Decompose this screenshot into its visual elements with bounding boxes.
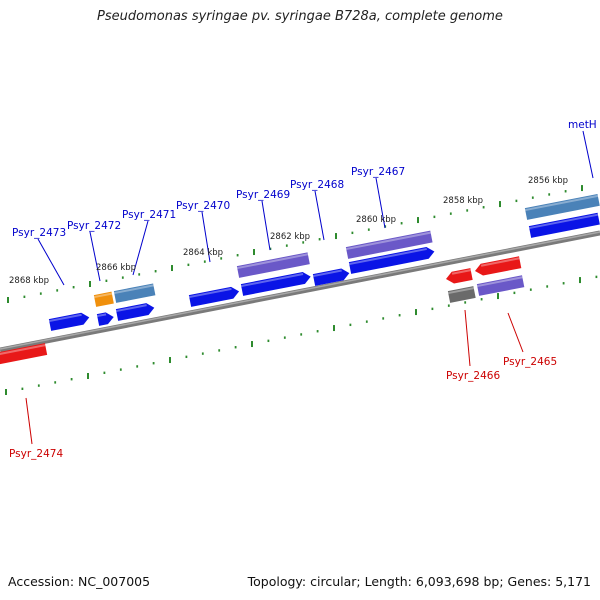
callout-line — [375, 177, 386, 229]
tick-marks — [5, 185, 598, 395]
kbp-label: 2860 kbp — [356, 215, 396, 225]
gene-arrow — [447, 286, 476, 303]
gene-label-forward: Psyr_2468 — [290, 179, 344, 191]
gene-arrow — [113, 283, 156, 303]
gene-arrow — [93, 291, 114, 307]
gene-arrow — [115, 303, 155, 321]
gene-arrow — [240, 272, 311, 296]
gene-arrow — [475, 256, 522, 276]
gene-arrow — [524, 193, 600, 220]
kbp-label: 2862 kbp — [270, 232, 310, 242]
gene-label-reverse: Psyr_2466 — [446, 370, 500, 382]
gene-arrow — [345, 230, 433, 259]
gene-arrow — [312, 268, 350, 286]
gene-arrow — [348, 246, 435, 274]
gene-arrow — [446, 268, 473, 284]
accession-label: Accession: NC_007005 — [8, 574, 151, 589]
kbp-label: 2866 kbp — [96, 263, 136, 273]
gene-label-forward: Psyr_2471 — [122, 209, 176, 221]
gene-label-forward: metH — [568, 119, 597, 131]
gene-arrow — [48, 312, 90, 331]
gene-features — [0, 193, 600, 365]
gene-arrow — [188, 286, 240, 307]
topology-label: Topology: circular; Length: 6,093,698 bp… — [247, 574, 591, 589]
callout-line — [314, 190, 325, 241]
kbp-labels: 2868 kbp 2866 kbp 2864 kbp 2862 kbp 2860 kbp… — [9, 176, 568, 286]
map-title: Pseudomonas syringae pv. syringae B728a,… — [97, 9, 503, 24]
gene-label-reverse: Psyr_2465 — [503, 356, 557, 368]
genome-backbone — [0, 230, 600, 353]
callout-line — [37, 238, 65, 286]
callout-line — [507, 312, 524, 353]
kbp-label: 2858 kbp — [443, 196, 483, 206]
gene-arrow — [0, 343, 48, 365]
kbp-label: 2856 kbp — [528, 176, 568, 186]
callout-line — [464, 309, 471, 367]
gene-label-forward: Psyr_2470 — [176, 200, 230, 212]
callout-line — [201, 211, 211, 263]
gene-arrow — [476, 275, 525, 296]
gene-label-forward: Psyr_2472 — [67, 220, 121, 232]
gene-label-forward: Psyr_2469 — [236, 189, 290, 201]
gene-label-reverse: Psyr_2474 — [9, 448, 63, 460]
callout-line — [89, 231, 101, 282]
callout-line — [25, 397, 33, 445]
gene-arrow — [236, 252, 310, 278]
kbp-label: 2864 kbp — [183, 248, 223, 258]
callout-line — [261, 200, 271, 251]
gene-arrow — [528, 212, 600, 238]
gene-arrow — [96, 312, 114, 326]
kbp-label: 2868 kbp — [9, 276, 49, 286]
gene-label-forward: Psyr_2473 — [12, 227, 66, 239]
callout-line — [582, 130, 594, 179]
callout-line — [132, 220, 149, 276]
gene-label-forward: Psyr_2467 — [351, 166, 405, 178]
